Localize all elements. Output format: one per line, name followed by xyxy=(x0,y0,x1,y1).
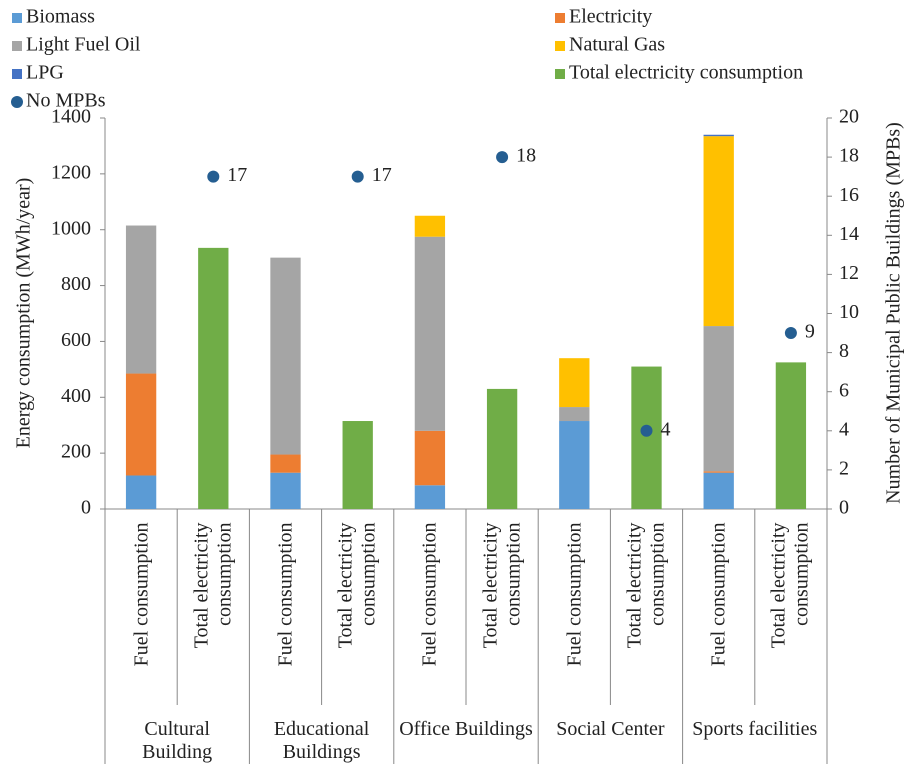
bar-segment xyxy=(703,472,734,509)
group-label: Cultural Building xyxy=(142,718,213,763)
y2-tick-label: 4 xyxy=(839,418,849,440)
x-tick-label: Fuel consumption xyxy=(562,522,585,666)
bar-segment xyxy=(414,485,446,509)
x-tick-label: Total electricity consumption xyxy=(479,522,525,648)
y-axis-title: Energy consumption (MWh/year) xyxy=(13,178,35,449)
y-tick-label: 800 xyxy=(61,273,91,295)
group-label: Educational Buildings xyxy=(273,718,370,763)
bar-segment xyxy=(270,257,301,455)
dot xyxy=(207,170,220,183)
bar-segment xyxy=(703,136,734,327)
y2-tick-label: 16 xyxy=(839,184,859,206)
bar-segment xyxy=(414,430,446,486)
group-label: Social Center xyxy=(556,718,665,740)
y2-tick-label: 20 xyxy=(839,106,859,128)
y-tick-label: 1200 xyxy=(51,161,91,183)
legend-label: Biomass xyxy=(26,6,95,28)
legend-label: LPG xyxy=(26,62,64,84)
x-tick-label: Total electricity consumption xyxy=(623,522,669,648)
bar-segment xyxy=(125,475,157,509)
y-tick-label: 1400 xyxy=(51,106,91,128)
legend-label: Electricity xyxy=(569,6,652,28)
group-label: Sports facilities xyxy=(692,718,818,740)
group-label: Office Buildings xyxy=(399,718,533,740)
y-tick-label: 600 xyxy=(61,329,91,351)
bar-segment xyxy=(559,358,590,408)
bar-segment xyxy=(414,215,446,237)
x-tick-label: Fuel consumption xyxy=(129,522,152,666)
legend-label: Light Fuel Oil xyxy=(26,34,141,56)
legend-marker xyxy=(555,41,565,51)
x-tick-label: Fuel consumption xyxy=(274,522,296,666)
x-tick-label: Total electricity consumption xyxy=(767,522,813,648)
bar-segment xyxy=(703,471,734,473)
data-label: 18 xyxy=(516,145,536,167)
bar-segment xyxy=(125,225,157,374)
bar-segment xyxy=(703,326,734,472)
data-label: 4 xyxy=(661,418,671,440)
legend-marker xyxy=(555,69,565,79)
bar-segment xyxy=(198,247,229,509)
legend-marker xyxy=(11,96,23,108)
y-tick-label: 200 xyxy=(61,441,91,463)
bar-segment xyxy=(270,454,301,473)
y2-tick-label: 2 xyxy=(839,457,849,479)
data-label: 17 xyxy=(227,164,247,186)
y2-tick-label: 18 xyxy=(839,145,859,167)
x-tick-label: Total electricity consumption xyxy=(190,522,236,648)
bar-segment xyxy=(486,388,518,509)
bar-segment xyxy=(559,407,590,422)
dot xyxy=(784,327,797,340)
y-tick-label: 400 xyxy=(61,385,91,407)
bar-segment xyxy=(270,472,301,509)
y2-axis-title: Number of Municipal Public Buildings (MP… xyxy=(883,122,905,504)
x-tick-label: Fuel consumption xyxy=(707,522,730,666)
bar-segment xyxy=(342,421,373,509)
y2-tick-label: 14 xyxy=(839,223,859,245)
legend-marker xyxy=(12,69,22,79)
legend-label: No MPBs xyxy=(26,90,106,112)
y2-tick-label: 12 xyxy=(839,262,859,284)
bar-segment xyxy=(703,134,734,137)
bar-segment xyxy=(631,366,662,509)
y2-tick-label: 6 xyxy=(839,379,849,401)
y2-tick-label: 10 xyxy=(839,301,859,323)
legend-marker xyxy=(12,41,22,51)
bar-segment xyxy=(775,362,807,509)
legend-label: Natural Gas xyxy=(569,34,665,56)
x-tick-label: Total electricity consumption xyxy=(334,522,380,648)
dot xyxy=(496,151,509,164)
bar-segment xyxy=(559,421,590,509)
legend-label: Total electricity consumption xyxy=(569,62,803,84)
legend-marker xyxy=(555,13,565,23)
data-label: 9 xyxy=(805,321,815,343)
dot xyxy=(640,424,653,437)
y2-tick-label: 8 xyxy=(839,340,849,362)
y-tick-label: 0 xyxy=(81,497,91,519)
dot xyxy=(351,170,364,183)
y2-tick-label: 0 xyxy=(839,497,849,519)
bar-segment xyxy=(125,373,157,476)
data-label: 17 xyxy=(372,164,392,186)
legend-marker xyxy=(12,13,22,23)
y-tick-label: 1000 xyxy=(51,217,91,239)
x-tick-label: Fuel consumption xyxy=(418,522,441,666)
bar-segment xyxy=(414,236,446,431)
